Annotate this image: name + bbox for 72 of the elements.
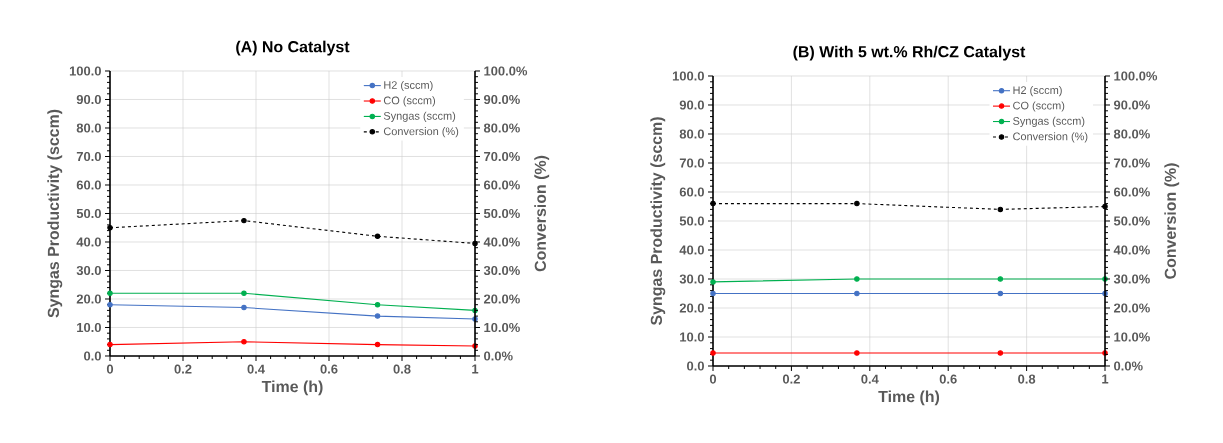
y2-tick-label: 40.0%: [483, 237, 520, 247]
y-tick-label: 70.0: [679, 158, 704, 168]
x-tick-label: 0: [106, 364, 114, 374]
chart-title: (A) No Catalyst: [236, 40, 350, 56]
y-tick-label: 60.0: [76, 180, 101, 190]
x-tick-label: 0.4: [861, 374, 879, 384]
x-axis-title: Time (h): [878, 390, 940, 406]
y2-tick-label: 70.0%: [1114, 158, 1150, 168]
legend-label: Syngas (sccm): [383, 111, 456, 122]
y-axis-title: Syngas Productivity (sccm): [47, 109, 63, 318]
y2-tick-label: 0.0%: [484, 351, 513, 361]
y-tick-label: 30.0: [679, 274, 704, 284]
y2-axis-title: Conversion (%): [534, 155, 550, 272]
y-tick-label: 60.0: [679, 187, 704, 197]
y-tick-label: 80.0: [76, 123, 101, 133]
y-tick-label: 30.0: [76, 265, 101, 276]
y2-tick-label: 30.0%: [483, 265, 520, 276]
y2-tick-label: 100.0%: [484, 66, 528, 76]
y-tick-label: 10.0: [680, 332, 704, 342]
y-tick-label: 40.0: [679, 245, 704, 255]
x-tick-label: 0.6: [939, 374, 957, 384]
y2-tick-label: 10.0%: [484, 322, 520, 333]
y-tick-label: 90.0: [679, 100, 704, 110]
y2-tick-label: 50.0%: [483, 208, 520, 219]
x-tick-label: 0.6: [320, 364, 338, 374]
y-tick-label: 0.0: [687, 361, 704, 371]
legend-label: CO (sccm): [383, 96, 436, 107]
y2-tick-label: 10.0%: [1114, 332, 1150, 342]
legend-label: Conversion (%): [383, 127, 459, 138]
x-axis-title: Time (h): [261, 380, 323, 396]
y2-tick-label: 80.0%: [483, 123, 520, 133]
y2-tick-label: 60.0%: [1113, 187, 1150, 197]
x-tick-label: 0.2: [174, 364, 192, 374]
y2-tick-label: 80.0%: [1113, 129, 1150, 139]
x-tick-label: 0.8: [1018, 374, 1036, 384]
y-axis-title: Syngas Productivity (sccm): [650, 117, 666, 326]
y-tick-label: 80.0: [679, 129, 704, 139]
y2-tick-label: 90.0%: [483, 94, 520, 105]
y2-tick-label: 0.0%: [1114, 361, 1143, 371]
legend-label: CO (sccm): [1013, 101, 1065, 112]
y-tick-label: 90.0: [76, 94, 101, 105]
y-tick-label: 10.0: [77, 322, 101, 333]
x-tick-label: 1: [1102, 374, 1109, 384]
y2-tick-label: 20.0%: [1113, 303, 1150, 313]
x-tick-label: 0: [709, 374, 717, 384]
y-tick-label: 0.0: [84, 351, 101, 361]
y2-axis-title: Conversion (%): [1164, 163, 1180, 279]
legend-label: H2 (sccm): [1013, 85, 1062, 97]
y2-tick-label: 50.0%: [1113, 216, 1150, 226]
y-tick-label: 50.0: [679, 216, 704, 226]
legend-label: Conversion (%): [1013, 132, 1088, 143]
x-tick-label: 0.4: [247, 364, 265, 374]
y2-tick-label: 90.0%: [1113, 100, 1150, 110]
y-tick-label: 40.0: [76, 237, 101, 247]
y2-tick-label: 30.0%: [1113, 274, 1150, 284]
y2-tick-label: 20.0%: [483, 294, 520, 304]
y2-tick-label: 70.0%: [484, 151, 520, 162]
chart-title: (B) With 5 wt.% Rh/CZ Catalyst: [793, 45, 1026, 61]
x-tick-label: 1: [472, 364, 479, 374]
y2-tick-label: 40.0%: [1113, 245, 1150, 255]
legend-label: Syngas (sccm): [1013, 116, 1085, 128]
y2-tick-label: 60.0%: [483, 180, 520, 190]
y-tick-label: 20.0: [76, 294, 101, 304]
legend-label: H2 (sccm): [384, 80, 433, 92]
y-tick-label: 70.0: [76, 151, 101, 162]
x-tick-label: 0.8: [393, 364, 411, 374]
y-tick-label: 100.0: [69, 66, 101, 76]
x-tick-label: 0.2: [782, 374, 800, 384]
y-tick-label: 50.0: [76, 208, 101, 219]
y-tick-label: 20.0: [679, 303, 704, 313]
y2-tick-label: 100.0%: [1114, 71, 1158, 81]
y-tick-label: 100.0: [672, 71, 704, 81]
